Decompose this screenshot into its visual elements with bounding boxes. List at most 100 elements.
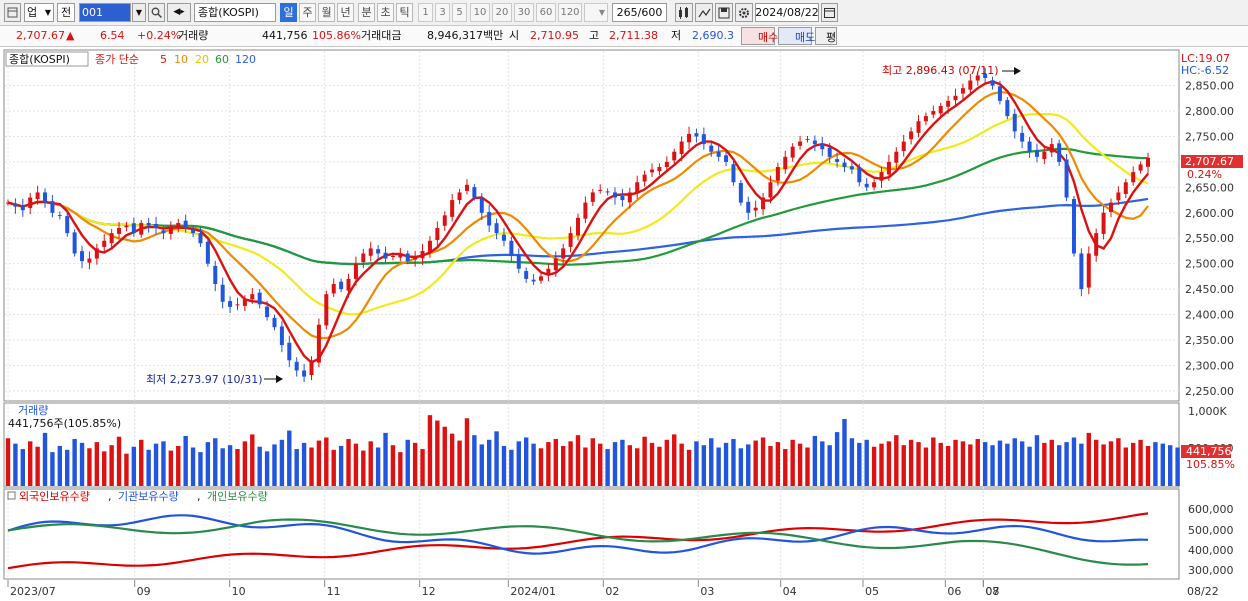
calendar-icon[interactable] <box>821 3 838 22</box>
period-minute-button[interactable]: 분 <box>358 3 375 22</box>
period-year-button[interactable]: 년 <box>337 3 354 22</box>
interval-20-button[interactable]: 20 <box>492 3 512 22</box>
interval-120-button[interactable]: 120 <box>558 3 582 22</box>
period-year-label: 년 <box>340 6 351 19</box>
code-input[interactable]: 001 <box>79 3 131 22</box>
candle-body <box>368 248 373 256</box>
interval-30-button[interactable]: 30 <box>514 3 534 22</box>
candle-body <box>768 182 773 198</box>
candle-body <box>864 183 869 188</box>
gear-icon[interactable] <box>735 3 753 22</box>
search-icon[interactable] <box>148 3 165 22</box>
volume-bar <box>1049 439 1054 486</box>
volume-bar <box>716 447 721 486</box>
panel-title-box <box>5 51 89 67</box>
date-value: 2024/08/22 <box>755 6 819 19</box>
volume-bar <box>1101 444 1106 486</box>
code-dropdown-icon[interactable]: ▼ <box>132 3 146 22</box>
save-icon[interactable] <box>715 3 733 22</box>
date-input[interactable]: 2024/08/22 <box>755 3 819 22</box>
candle-body <box>1005 100 1010 117</box>
volume-bar <box>531 443 536 486</box>
candle-body <box>472 187 477 198</box>
volume-bar <box>775 442 781 486</box>
scroll-arrows-icon[interactable]: ◀▸ <box>167 3 191 22</box>
volume-bar <box>1019 441 1025 486</box>
candle-body <box>1034 150 1039 157</box>
sell-button[interactable]: 매도 <box>778 27 815 45</box>
volume-bar <box>20 449 26 486</box>
volume-bar <box>790 439 795 486</box>
interval-5-button[interactable]: 5 <box>452 3 467 22</box>
period-day-label: 일 <box>283 6 294 19</box>
type-label: 전 <box>60 6 72 19</box>
volume-bar <box>190 447 196 486</box>
candle-body <box>1108 202 1113 213</box>
candle-body <box>272 317 277 328</box>
market-select[interactable]: 업 ▼ <box>24 3 54 22</box>
candle-body <box>605 191 610 193</box>
candle-body <box>146 222 151 226</box>
volume-bar <box>250 434 255 486</box>
volume-bar <box>375 447 381 486</box>
buy-button[interactable]: 매수 <box>741 27 778 45</box>
panel-title: 종합(KOSPI) <box>9 53 70 66</box>
interval-3-button[interactable]: 3 <box>435 3 450 22</box>
window-menu-icon[interactable] <box>4 3 21 22</box>
volume-bar <box>901 445 906 486</box>
interval-label: 60 <box>539 7 553 18</box>
period-day-button[interactable]: 일 <box>280 3 297 22</box>
candle-body <box>494 223 499 234</box>
interval-1-button[interactable]: 1 <box>418 3 433 22</box>
candle-body <box>435 228 440 240</box>
candle-body <box>561 248 566 259</box>
volume-top-tick: 1,000K <box>1188 405 1227 418</box>
candle-body <box>257 292 262 305</box>
volume-bar <box>1138 439 1143 486</box>
max-arrow-head-icon <box>1014 67 1021 75</box>
candle-body <box>620 195 625 201</box>
period-tick-button[interactable]: 틱 <box>396 3 413 22</box>
low-value: 2,690.3 <box>692 29 734 42</box>
type-button[interactable]: 전 <box>57 3 75 22</box>
volume-bar <box>568 441 573 486</box>
x-label: 03 <box>700 585 714 598</box>
candle-body <box>775 167 780 181</box>
period-second-button[interactable]: 초 <box>377 3 394 22</box>
x-label: 2024/01 <box>510 585 556 598</box>
volume-bar <box>35 446 40 486</box>
interval-10-button[interactable]: 10 <box>470 3 490 22</box>
candle-body <box>124 225 129 228</box>
interval-label: 10 <box>473 7 487 18</box>
x-label: 05 <box>865 585 879 598</box>
drawing-tool-icon[interactable] <box>695 3 713 22</box>
price-y-tick: 2,650.00 <box>1185 181 1234 194</box>
volume-bar <box>598 443 603 486</box>
volume-bar <box>13 443 18 486</box>
volume-bar <box>805 447 810 486</box>
volume-bar <box>575 435 581 486</box>
open-value: 2,710.95 <box>530 29 579 42</box>
average-label: 평 <box>826 31 837 44</box>
interval-60-button[interactable]: 60 <box>536 3 556 22</box>
candle-body <box>339 281 344 290</box>
candle-body <box>983 73 988 78</box>
candle-body <box>13 203 18 207</box>
price-y-axis: 2,850.002,800.002,750.002,700.002,650.00… <box>1185 80 1234 398</box>
average-button[interactable]: 평 <box>815 27 837 45</box>
volume-bar <box>494 431 499 486</box>
period-week-button[interactable]: 주 <box>299 3 316 22</box>
candle-body <box>205 241 210 264</box>
candle-body <box>923 116 928 122</box>
chart-area[interactable]: 종합(KOSPI) 종가 단순 5 10 20 60 120 LC:19.07 … <box>0 49 1248 601</box>
ma5-line <box>7 80 1149 364</box>
candle-body <box>154 223 159 229</box>
indicator-tool-icon[interactable] <box>675 3 693 22</box>
candle-body <box>420 250 425 259</box>
candle-body <box>783 156 788 170</box>
candle-body <box>331 284 336 294</box>
custom-interval-select[interactable]: ▼ <box>584 3 608 22</box>
volume-bar <box>672 434 677 486</box>
candle-body <box>80 251 85 262</box>
period-month-button[interactable]: 월 <box>318 3 335 22</box>
